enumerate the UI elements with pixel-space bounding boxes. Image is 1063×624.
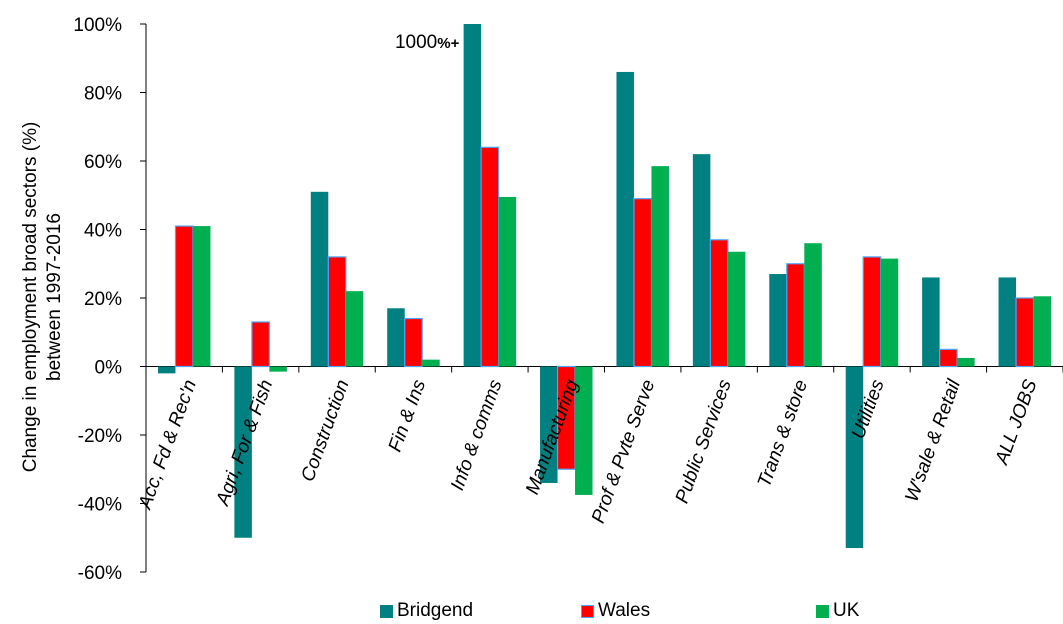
legend-item-uk: UK [816, 600, 859, 622]
legend-swatch-bridgend [380, 604, 393, 618]
bar-uk-info-comms [498, 196, 517, 367]
category-label-w-sale-retail: W'sale & Retail [901, 376, 965, 504]
y-axis-label-line-1: Change in employment broad sectors (%) [20, 122, 41, 473]
y-tick-label: 20% [84, 289, 122, 310]
bar-uk-all-jobs [1033, 296, 1052, 367]
bar-wales-prof-pvte-serve [633, 198, 653, 368]
y-tick-label: 0% [95, 358, 123, 379]
bar-wales-construction [327, 256, 347, 368]
y-tick-label: 80% [84, 84, 122, 105]
bar-wales-trans-store [786, 263, 805, 368]
bar-wales-utilities [862, 256, 882, 368]
legend-swatch-wales [581, 604, 594, 618]
bar-bridgend-acc-fd-rec-n [157, 366, 176, 374]
legend: Bridgend Wales UK [0, 600, 1063, 624]
annotation-overflow-value: 1000%+ [395, 32, 460, 53]
bar-bridgend-utilities [845, 366, 864, 549]
y-tick-label: -20% [78, 426, 122, 447]
bar-uk-acc-fd-rec-n [192, 226, 211, 367]
bar-wales-agri-for-fish [251, 321, 270, 368]
bar-uk-agri-for-fish [269, 366, 287, 372]
bar-bridgend-w-sale-retail [922, 277, 940, 367]
employment-change-chart: Change in employment broad sectors (%) b… [20, 15, 1063, 584]
annotation-overflow-suffix: %+ [437, 35, 459, 52]
y-axis-label: Change in employment broad sectors (%) b… [20, 122, 65, 473]
y-tick-label: -60% [78, 563, 122, 584]
bar-uk-fin-ins [422, 359, 440, 367]
bar-wales-info-comms [480, 146, 500, 368]
bar-wales-acc-fd-rec-n [174, 225, 194, 368]
bar-bridgend-all-jobs [998, 277, 1017, 367]
legend-item-wales: Wales [581, 600, 650, 622]
bar-bridgend-info-comms [463, 24, 482, 367]
legend-label-bridgend: Bridgend [397, 600, 474, 621]
bar-wales-all-jobs [1015, 297, 1035, 368]
legend-label-uk: UK [833, 600, 860, 621]
bar-uk-trans-store [804, 243, 822, 367]
category-label-info-comms: Info & comms [447, 377, 507, 494]
category-label-all-jobs: ALL JOBS [991, 377, 1041, 468]
bar-uk-manufacturing [575, 366, 593, 495]
y-tick-label: 60% [84, 152, 122, 173]
bar-bridgend-trans-store [769, 274, 787, 367]
category-label-acc-fd-rec-n: Acc, Fd & Rec'n [134, 377, 200, 513]
y-tick-label: 40% [84, 221, 122, 242]
bar-uk-prof-pvte-serve [651, 166, 669, 367]
bar-wales-w-sale-retail [939, 348, 958, 368]
bar-bridgend-public-services [692, 154, 711, 367]
legend-swatch-uk [816, 604, 829, 618]
bars [157, 24, 1052, 549]
bar-wales-public-services [709, 239, 729, 368]
bar-bridgend-manufacturing [540, 366, 558, 483]
category-label-trans-store: Trans & store [754, 377, 812, 490]
bar-wales-fin-ins [404, 317, 423, 368]
bar-uk-w-sale-retail [957, 357, 975, 367]
bar-uk-construction [345, 291, 364, 367]
category-label-fin-ins: Fin & Ins [385, 377, 431, 455]
legend-item-bridgend: Bridgend [380, 600, 473, 622]
category-label-prof-pvte-serve: Prof & Pvte Serve [588, 377, 659, 526]
bar-bridgend-prof-pvte-serve [616, 71, 634, 367]
bar-bridgend-construction [310, 191, 329, 367]
y-ticks: -60% -40% -20% 0% 20% 40% 60% 80% 100% [73, 15, 1063, 584]
bar-bridgend-agri-for-fish [234, 366, 252, 538]
y-axis-label-line-2: between 1997-2016 [44, 213, 65, 381]
bar-bridgend-fin-ins [387, 308, 405, 367]
bar-uk-public-services [727, 251, 746, 367]
y-tick-label: 100% [73, 15, 122, 36]
category-label-public-services: Public Services [672, 377, 736, 507]
annotations: 1000%+ [395, 32, 460, 53]
y-tick-label: -40% [78, 495, 122, 516]
bar-uk-utilities [880, 258, 899, 367]
category-label-construction: Construction [298, 377, 354, 484]
legend-label-wales: Wales [598, 600, 651, 621]
